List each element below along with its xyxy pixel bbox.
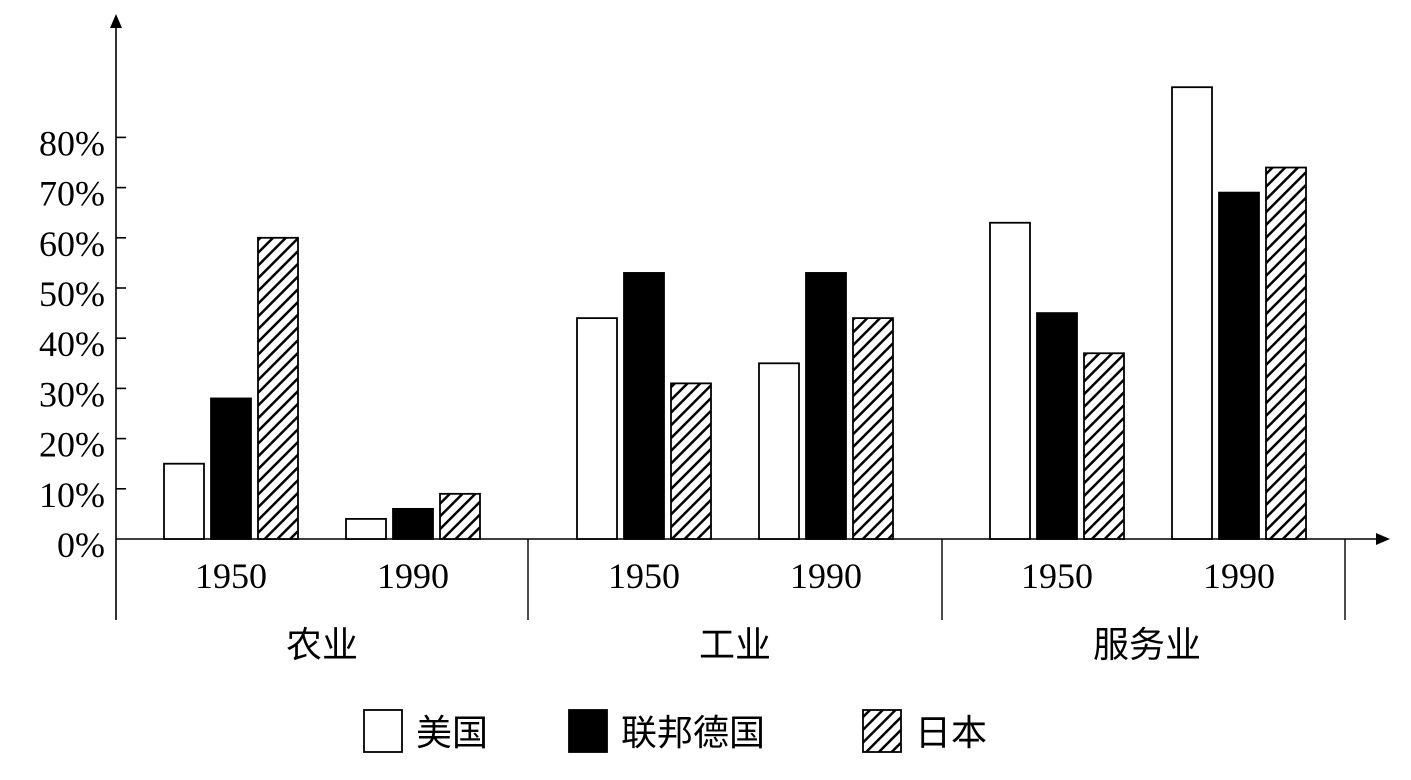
y-tick-label: 30% [39, 374, 105, 414]
bar-2-1 [210, 397, 252, 540]
bar-2-5 [1036, 312, 1078, 540]
legend-label: 联邦德国 [621, 713, 765, 754]
year-label: 1950 [608, 556, 680, 596]
bar-3-6 [1265, 166, 1307, 540]
bar-1-3 [576, 317, 618, 540]
bar-3-5 [1083, 352, 1125, 540]
bar-2-2 [392, 507, 434, 540]
legend-swatch [568, 709, 608, 753]
bars-layer [163, 86, 1307, 540]
legend-swatch [862, 709, 902, 753]
legend-swatch [363, 709, 403, 753]
y-tick-label: 40% [39, 324, 105, 364]
group-label: 工业 [699, 625, 771, 666]
bar-3-1 [257, 236, 299, 540]
year-label: 1990 [790, 556, 862, 596]
group-label: 农业 [286, 625, 358, 666]
y-tick-label: 70% [39, 174, 105, 214]
bar-1-2 [345, 518, 387, 540]
bar-2-3 [623, 272, 665, 540]
y-tick-label: 50% [39, 274, 105, 314]
y-tick-label: 60% [39, 224, 105, 264]
bar-2-4 [805, 272, 847, 540]
legend-label: 日本 [915, 713, 987, 754]
bar-3-2 [439, 492, 481, 540]
y-tick-label: 10% [39, 475, 105, 515]
year-label: 1950 [195, 556, 267, 596]
year-label: 1990 [377, 556, 449, 596]
y-tick-label: 20% [39, 425, 105, 465]
legend: 美国 联邦德国 日本 [363, 709, 987, 754]
bar-2-6 [1218, 191, 1260, 540]
group-label: 服务业 [1093, 625, 1201, 666]
y-tick-label: 80% [39, 123, 105, 163]
legend-label: 美国 [416, 713, 488, 754]
bar-1-1 [163, 462, 205, 540]
bar-3-3 [670, 382, 712, 540]
bar-1-6 [1171, 86, 1213, 540]
y-tick-label: 0% [57, 525, 105, 565]
year-label: 1950 [1021, 556, 1093, 596]
bar-3-4 [852, 317, 894, 540]
year-label: 1990 [1203, 556, 1275, 596]
labels-layer: 0% 10% 20% 30% 40% 50% 60% 70% 80% 1950 1990 1950 19… [39, 123, 1275, 666]
bar-1-4 [758, 362, 800, 540]
bar-1-5 [989, 221, 1031, 540]
